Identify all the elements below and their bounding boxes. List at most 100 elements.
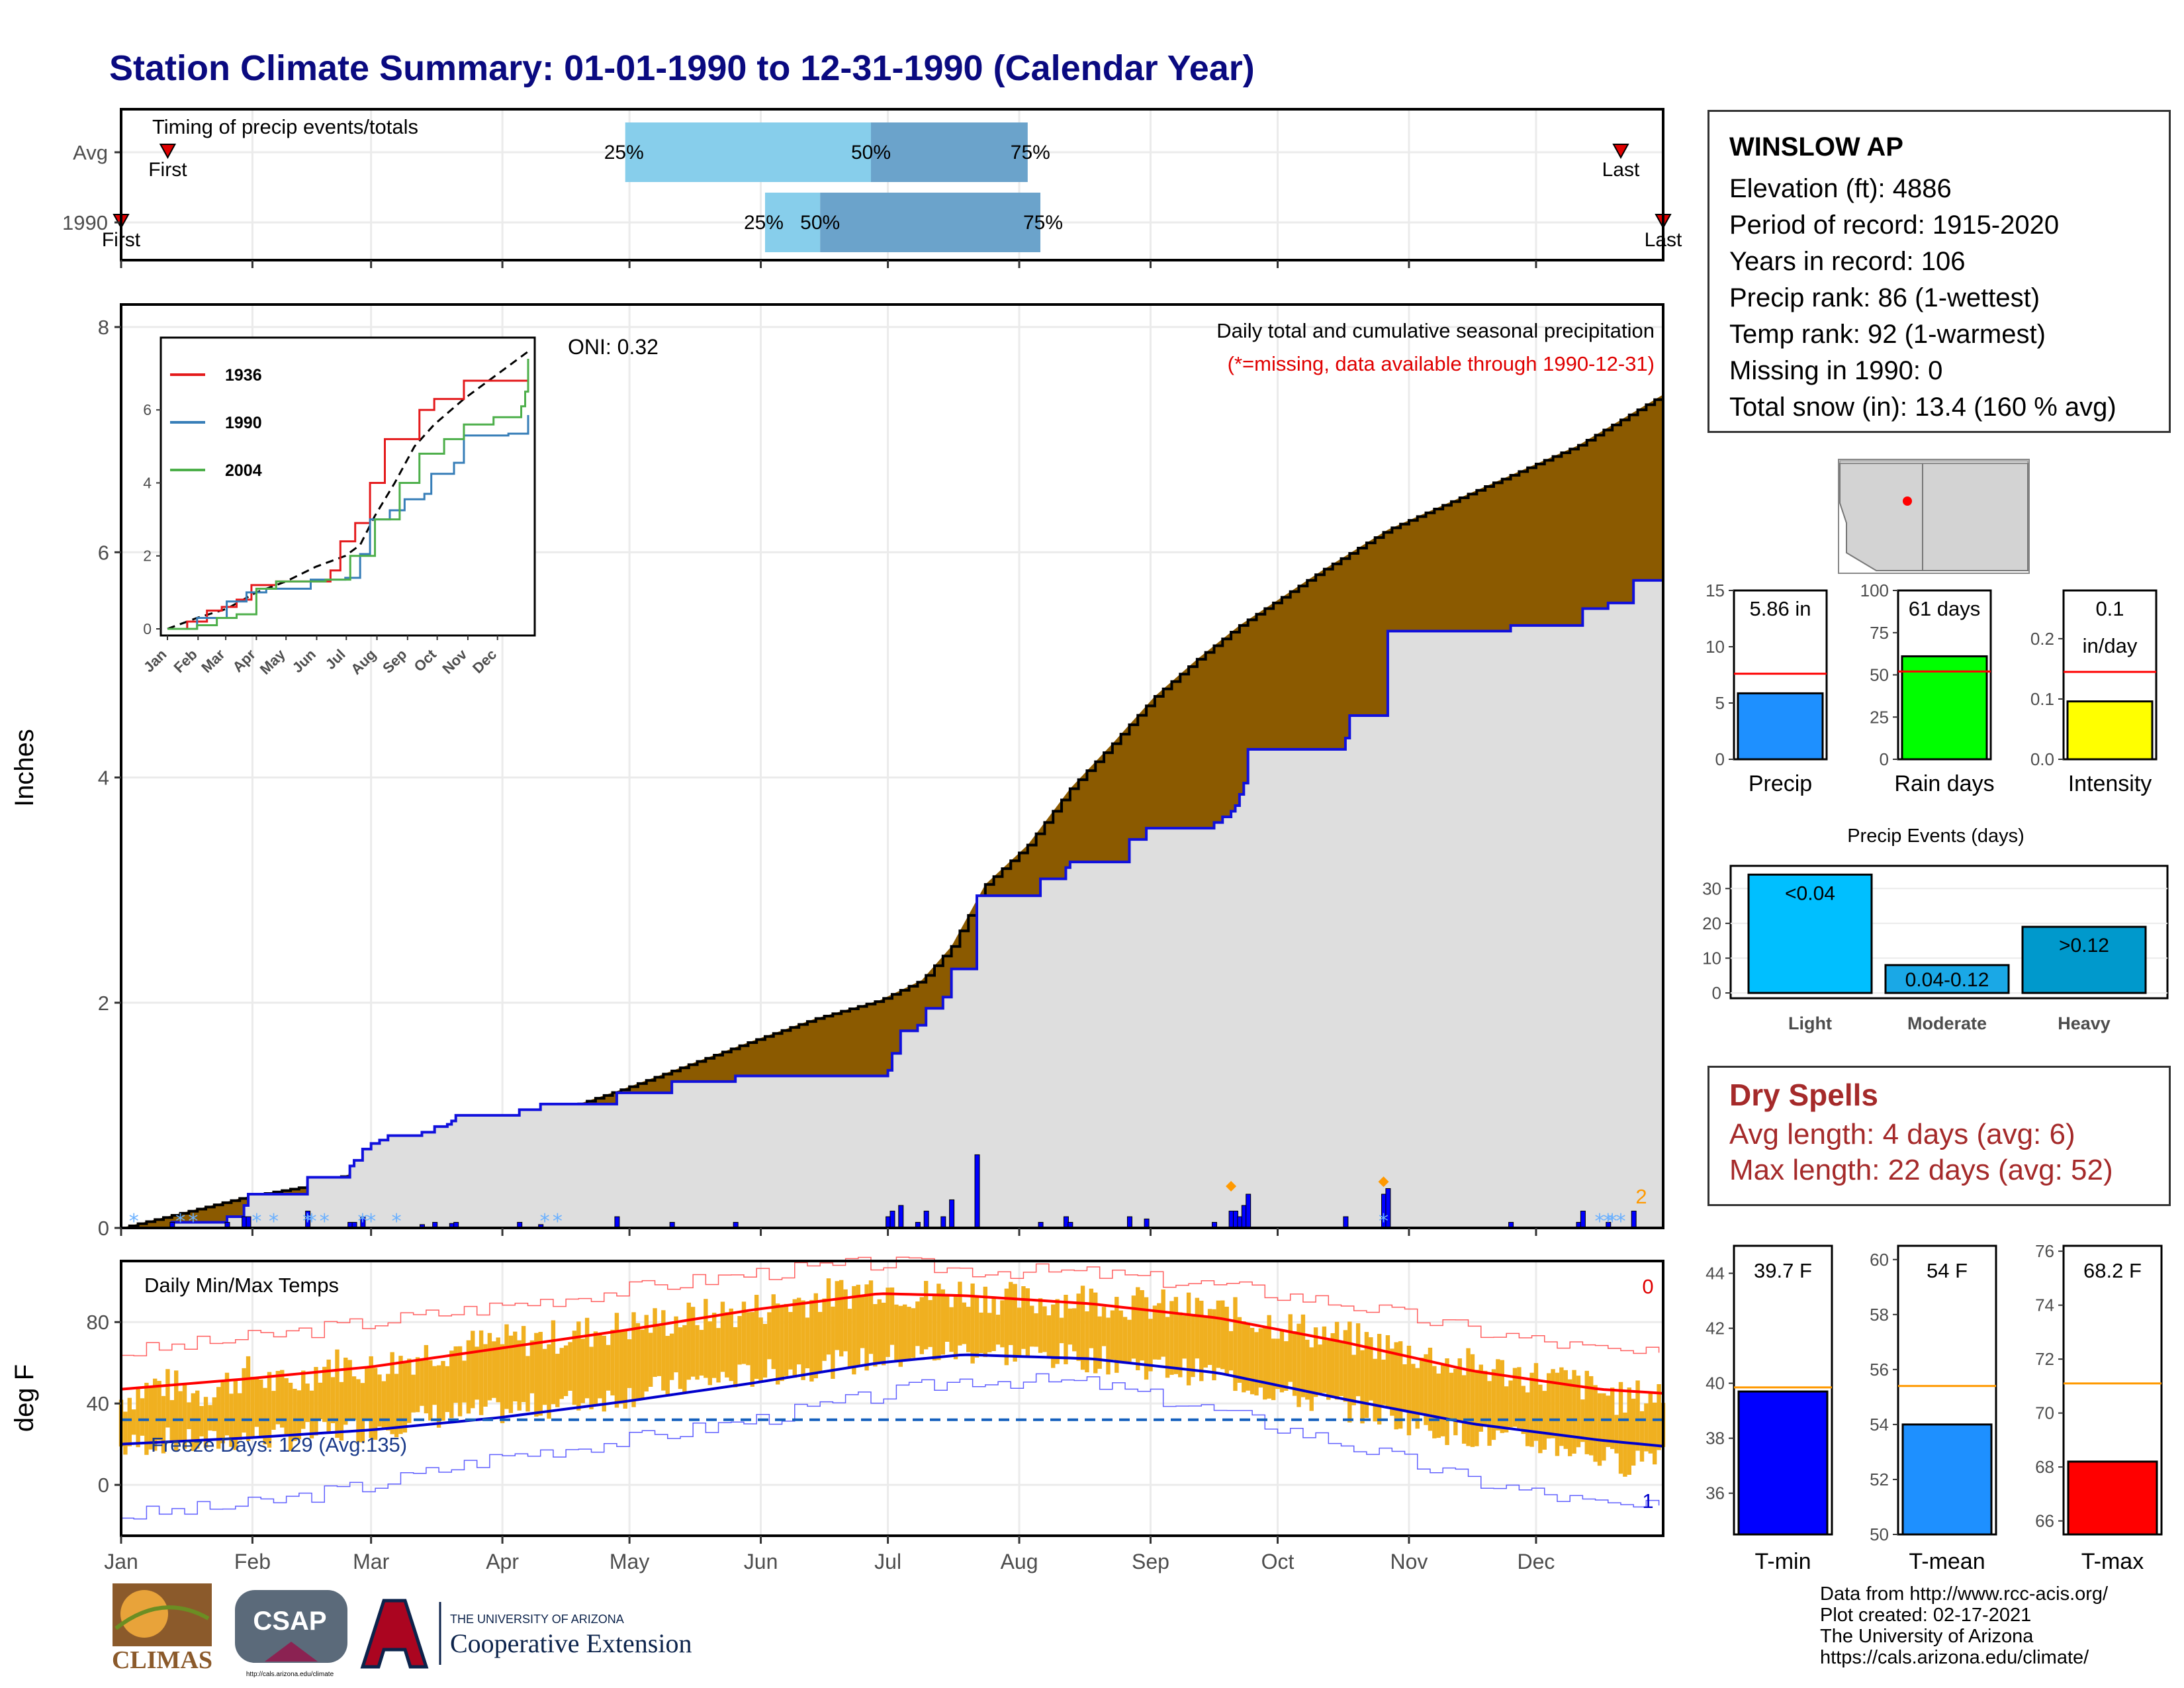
summary-ytick-label: 72 (2035, 1349, 2054, 1369)
temp-daily-bar (991, 1298, 996, 1351)
temp-daily-bar (330, 1377, 336, 1423)
temp-daily-bar (1627, 1387, 1631, 1475)
timing-row-label: Avg (73, 141, 108, 164)
timing-last-label: Last (1602, 159, 1640, 181)
temp-daily-bar (1436, 1373, 1441, 1438)
temp-record-low-count: 1 (1642, 1489, 1653, 1513)
snow-marker: * (1379, 1210, 1388, 1233)
summary-xlabel: T-mean (1909, 1549, 1985, 1574)
temp-daily-bar (619, 1330, 623, 1404)
temp-daily-bar (1258, 1328, 1263, 1388)
temp-daily-bar (889, 1287, 895, 1345)
temp-daily-bar (1593, 1385, 1598, 1462)
temp-daily-bar (309, 1390, 314, 1438)
temp-daily-bar (686, 1302, 691, 1380)
temp-daily-bar (1169, 1301, 1174, 1375)
temp-daily-bar (407, 1358, 412, 1423)
temp-daily-bar (623, 1330, 627, 1409)
temp-daily-bar (1453, 1368, 1458, 1436)
temp-daily-bar (1347, 1321, 1352, 1423)
temp-daily-bar (1093, 1292, 1098, 1374)
temp-daily-bar (886, 1288, 890, 1357)
temp-daily-bar (1300, 1314, 1306, 1397)
summary-ytick-label: 0 (1880, 749, 1889, 769)
temp-daily-bar (1385, 1335, 1390, 1407)
summary-bar (2066, 700, 2154, 761)
map-station-dot (1903, 496, 1912, 506)
temp-daily-bar (674, 1316, 678, 1373)
temp-daily-bar (1377, 1334, 1382, 1425)
temp-daily-bar (725, 1312, 729, 1378)
temp-daily-bar (1118, 1310, 1123, 1364)
temp-daily-bar (1529, 1372, 1534, 1447)
precip-daily-bar (1343, 1216, 1349, 1229)
temp-daily-bar (508, 1335, 514, 1413)
temp-daily-bar (471, 1331, 475, 1409)
temp-daily-bar (161, 1395, 166, 1454)
temp-ytick-label: 40 (87, 1392, 109, 1415)
temp-daily-bar (487, 1333, 492, 1401)
summary-bar (1737, 692, 1824, 761)
temp-daily-bar (1288, 1314, 1293, 1382)
temp-daily-bar (864, 1284, 869, 1371)
csap-logo-mountain (265, 1642, 318, 1662)
temp-daily-bar (441, 1360, 445, 1421)
temp-avg-min-line (120, 1353, 1664, 1448)
temp-record-high-count: 0 (1642, 1275, 1653, 1298)
temp-daily-bar (1199, 1300, 1204, 1382)
inset-ytick-label: 6 (143, 401, 152, 418)
temp-daily-bar (1614, 1415, 1619, 1454)
page-title: Station Climate Summary: 01-01-1990 to 1… (109, 48, 1255, 88)
locator-map (1838, 459, 2030, 574)
temp-daily-bar (746, 1312, 751, 1366)
temp-daily-bar (1580, 1399, 1585, 1442)
temp-daily-bar (716, 1328, 721, 1383)
temp-daily-bar (492, 1341, 496, 1398)
inset-series-line (167, 373, 529, 630)
csap-logo-text: CSAP (253, 1607, 326, 1636)
temp-daily-bar (1369, 1337, 1373, 1401)
temp-daily-bar (449, 1350, 454, 1419)
credit-university: The University of Arizona (1820, 1626, 2034, 1647)
temp-daily-bar (525, 1356, 530, 1412)
temp-daily-bar (428, 1360, 433, 1421)
summary-value-label: in/day (2083, 634, 2138, 657)
temp-daily-bar (1470, 1354, 1475, 1447)
month-label: Sep (1132, 1550, 1169, 1573)
temp-daily-bar (1406, 1345, 1412, 1436)
temp-daily-bar (1318, 1344, 1322, 1395)
temp-daily-bar (1355, 1323, 1361, 1397)
temp-daily-bar (203, 1397, 208, 1448)
timing-last-marker (1612, 144, 1629, 160)
temp-daily-bar (1173, 1297, 1179, 1374)
temp-daily-bar (212, 1397, 217, 1431)
summary-ytick-label: 42 (1706, 1319, 1725, 1338)
temp-daily-bar (148, 1386, 154, 1450)
temp-daily-bar (903, 1304, 907, 1362)
timing-bar-q3 (820, 193, 1041, 252)
temp-daily-bar (1394, 1342, 1398, 1430)
temp-daily-bar (1106, 1317, 1111, 1375)
temp-daily-bar (478, 1330, 484, 1415)
temp-daily-bar (1216, 1300, 1221, 1368)
temp-daily-bar (1411, 1364, 1416, 1419)
precip-ytick-label: 0 (98, 1217, 109, 1240)
station-elevation: Elevation (ft): 4886 (1729, 174, 1952, 203)
timing-row-label: 1990 (62, 211, 108, 234)
temp-daily-bar (1500, 1360, 1504, 1433)
temp-daily-bar (347, 1360, 352, 1420)
temp-daily-bar (1322, 1326, 1327, 1393)
summary-ytick-label: 100 (1860, 581, 1889, 600)
temp-daily-bar (1339, 1341, 1343, 1396)
temp-daily-bar (1517, 1367, 1522, 1429)
temp-daily-bar (275, 1370, 281, 1425)
temp-daily-bar (669, 1333, 674, 1380)
temp-daily-bar (644, 1315, 649, 1392)
temp-daily-bar (1212, 1309, 1216, 1381)
snow-marker: * (540, 1210, 550, 1233)
summary-ytick-label: 70 (2035, 1403, 2054, 1423)
month-label: Dec (1518, 1550, 1555, 1573)
precip-daily-bar (1580, 1210, 1586, 1229)
summary-ytick-label: 52 (1870, 1470, 1889, 1489)
month-label: Feb (234, 1550, 271, 1573)
